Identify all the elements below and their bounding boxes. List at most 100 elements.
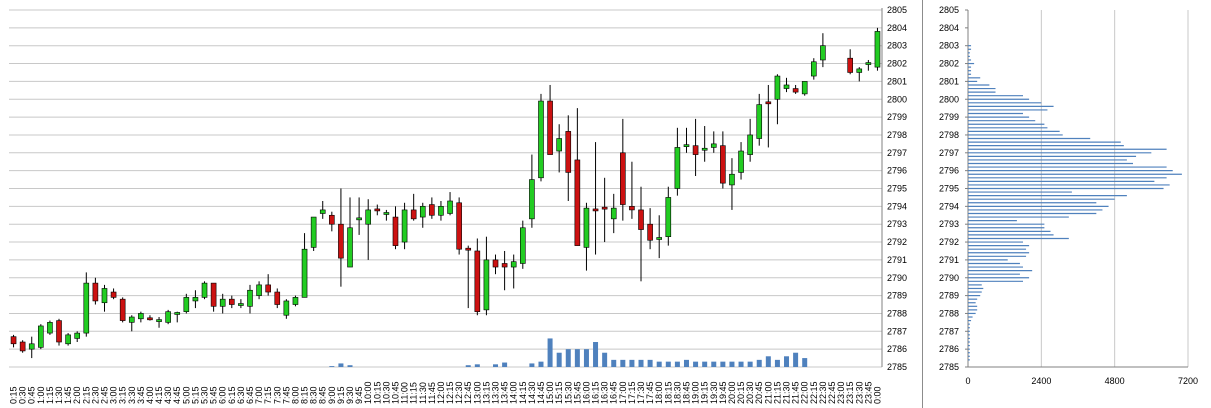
x-tick-label: 15:30 (563, 381, 573, 404)
y-tick-label: 2800 (887, 94, 907, 104)
y-tick-label: 2785 (887, 362, 907, 372)
x-tick-label: 18:00 (654, 381, 664, 404)
x-tick-label: 13:45 (500, 381, 510, 404)
y-tick-label: 2798 (887, 130, 907, 140)
x-tick-label: 19:30 (709, 381, 719, 404)
y-tick-label: 2801 (887, 76, 907, 86)
candle-body (620, 152, 626, 205)
x-tick-label: 4:30 (163, 386, 173, 404)
candle-body (10, 336, 17, 345)
panel-divider (922, 0, 923, 408)
y-tick-label: 2790 (887, 273, 907, 283)
x-tick-label: 9:45 (354, 386, 364, 404)
x-tick-label: 17:30 (636, 381, 646, 404)
candle-body (392, 216, 399, 246)
y-tick-label: 2804 (887, 23, 907, 33)
y-tick-label: 2792 (939, 237, 959, 247)
x-tick-label: 13:30 (491, 381, 501, 404)
x-tick-label: 3:15 (118, 386, 128, 404)
candle-body (483, 259, 490, 311)
volume-bar (720, 361, 726, 367)
x-tick-label: 4:00 (145, 386, 155, 404)
candle-body (174, 312, 181, 315)
candle-body (74, 332, 81, 339)
x-tick-label: 1:30 (54, 386, 64, 404)
volume-bar (738, 361, 744, 367)
y-tick-label: 2800 (939, 94, 959, 104)
x-tick-label: 6:15 (227, 386, 237, 404)
candle-body (638, 209, 644, 230)
candle-body (201, 282, 208, 298)
volume-bar (474, 364, 480, 367)
x-tick-label: 10:00 (363, 381, 373, 404)
x-tick-label: 22:15 (809, 381, 819, 404)
x-tick-label: 12:45 (463, 381, 473, 404)
x-tick-label: 6:30 (236, 386, 246, 404)
candle-body (329, 214, 335, 225)
y-tick-label: 2786 (939, 344, 959, 354)
x-tick-label: 4:45 (172, 386, 182, 404)
volume-bar (583, 349, 589, 367)
volume-bar (611, 359, 617, 367)
y-tick-label: 2795 (887, 184, 907, 194)
volume-bar (329, 366, 335, 367)
candle-body (283, 300, 290, 316)
y-tick-label: 2797 (887, 148, 907, 158)
candle-body (747, 134, 753, 155)
volume-bar (465, 365, 471, 367)
y-tick-label: 2802 (939, 59, 959, 69)
x-tick-label: 8:45 (318, 386, 328, 404)
candle-body (247, 289, 253, 307)
candle-body (365, 209, 372, 225)
volume-bar (565, 349, 571, 367)
candle-body (438, 206, 444, 216)
candle-body (674, 147, 681, 189)
x-tick-label: 17:00 (618, 381, 628, 404)
x-tick-label: 11:00 (400, 382, 410, 404)
x-tick-label: 14:45 (536, 381, 546, 404)
candle-body (774, 75, 781, 100)
y-tick-label: 2793 (939, 219, 959, 229)
volume-bar (656, 361, 662, 367)
x-tick-label: 18:45 (681, 381, 691, 404)
x-tick-label: 5:15 (190, 386, 200, 404)
volume-bar (602, 352, 608, 367)
candle-body (810, 61, 817, 77)
candle-body (101, 288, 108, 304)
volume-bar (729, 361, 735, 367)
candle-body (119, 298, 126, 321)
x-tick-label: 21:45 (791, 381, 801, 404)
x-tick-label: 23:45 (863, 381, 873, 404)
x-tick-label: 10:30 (381, 381, 391, 404)
y-tick-label: 2788 (939, 308, 959, 318)
candle-body (656, 237, 663, 240)
candle-body (147, 317, 153, 321)
y-tick-label: 2791 (939, 255, 959, 265)
x-tick-label: 16:30 (600, 381, 610, 404)
volume-profile-chart: 0 2400 4800 7200 2785 2786 2787 2788 2789 2790 279… (939, 5, 1198, 386)
y-tick-label: 2794 (939, 201, 959, 211)
x-tick-label: 3:45 (136, 386, 146, 404)
volume-bar (674, 361, 680, 367)
candle-body (629, 206, 635, 211)
candle-body (347, 227, 353, 268)
x-tick-label: 7:15 (263, 386, 273, 404)
volume-bar (711, 361, 717, 367)
volume-bar (347, 365, 353, 367)
candle-body (529, 179, 535, 220)
candle-body (110, 291, 117, 298)
x-tick-label: 19:45 (718, 381, 728, 404)
x-tick-label: 22:30 (818, 381, 828, 404)
x-tick-label: 0:30 (18, 386, 28, 404)
y-tick-label: 2785 (939, 362, 959, 372)
x-tick-label: 23:00 (836, 381, 846, 404)
x-tick-label: 15:15 (554, 381, 564, 404)
y-tick-label: 2803 (939, 41, 959, 51)
candle-body (465, 247, 472, 251)
volume-bar (638, 359, 644, 367)
volume-bar (765, 356, 771, 367)
candle-body (56, 320, 62, 343)
candle-body (783, 84, 790, 89)
x-tick-label: 3:00 (109, 386, 119, 404)
x-tick-label: 12:30 (454, 381, 464, 404)
